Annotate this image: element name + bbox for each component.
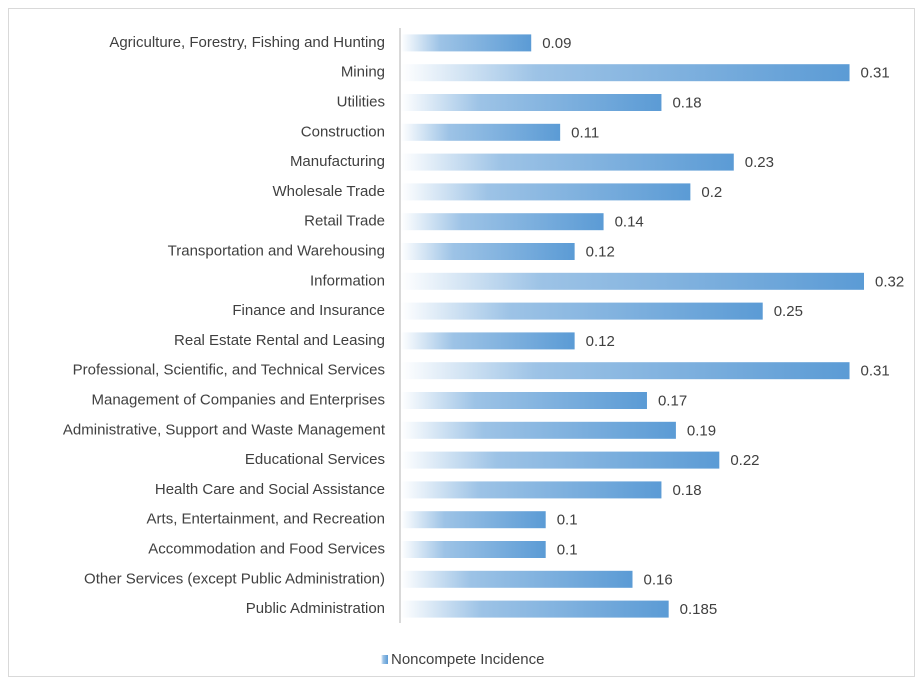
bar bbox=[401, 332, 575, 350]
y-tick-label: Administrative, Support and Waste Manage… bbox=[63, 421, 386, 438]
bar bbox=[401, 34, 532, 52]
data-label: 0.16 bbox=[644, 571, 673, 588]
y-tick-label: Finance and Insurance bbox=[232, 302, 385, 319]
data-label: 0.12 bbox=[586, 333, 615, 350]
data-label: 0.31 bbox=[861, 65, 890, 82]
data-label: 0.17 bbox=[658, 392, 687, 409]
y-tick-label: Utilities bbox=[337, 93, 385, 110]
y-tick-label: Manufacturing bbox=[290, 153, 385, 170]
data-label: 0.09 bbox=[542, 35, 571, 52]
bar bbox=[401, 600, 669, 618]
y-tick-label: Transportation and Warehousing bbox=[168, 242, 385, 259]
y-tick-label: Accommodation and Food Services bbox=[148, 540, 385, 557]
data-label: 0.12 bbox=[586, 243, 615, 260]
bar bbox=[401, 64, 850, 82]
data-label: 0.22 bbox=[730, 452, 759, 469]
y-tick-label: Information bbox=[310, 272, 385, 289]
data-label: 0.18 bbox=[672, 94, 701, 111]
data-label: 0.19 bbox=[687, 422, 716, 439]
legend-swatch bbox=[381, 655, 388, 664]
bar bbox=[401, 481, 662, 499]
data-label: 0.31 bbox=[861, 363, 890, 380]
bar bbox=[401, 213, 604, 231]
y-tick-label: Arts, Entertainment, and Recreation bbox=[147, 511, 385, 528]
bar bbox=[401, 511, 546, 529]
bar bbox=[401, 243, 575, 260]
y-tick-label: Professional, Scientific, and Technical … bbox=[73, 362, 385, 379]
bar bbox=[401, 362, 850, 380]
bar bbox=[401, 94, 662, 111]
bar bbox=[401, 421, 676, 439]
y-tick-label: Construction bbox=[301, 123, 385, 140]
data-label: 0.2 bbox=[701, 184, 722, 201]
data-label: 0.18 bbox=[672, 482, 701, 499]
legend-label: Noncompete Incidence bbox=[391, 651, 544, 668]
bar bbox=[401, 392, 647, 409]
y-tick-label: Wholesale Trade bbox=[272, 183, 385, 200]
data-label: 0.1 bbox=[557, 541, 578, 558]
y-tick-label: Public Administration bbox=[246, 600, 385, 617]
data-label: 0.23 bbox=[745, 154, 774, 171]
y-tick-label: Retail Trade bbox=[304, 213, 385, 230]
y-tick-label: Mining bbox=[341, 64, 385, 81]
y-tick-label: Management of Companies and Enterprises bbox=[92, 391, 386, 408]
y-tick-label: Real Estate Rental and Leasing bbox=[174, 332, 385, 349]
data-label: 0.185 bbox=[680, 601, 718, 618]
bar bbox=[401, 272, 864, 290]
data-label: 0.14 bbox=[615, 214, 644, 231]
y-tick-label: Agriculture, Forestry, Fishing and Hunti… bbox=[109, 34, 385, 51]
y-tick-label: Health Care and Social Assistance bbox=[155, 481, 385, 498]
bar bbox=[401, 570, 633, 588]
data-label: 0.1 bbox=[557, 512, 578, 529]
data-label: 0.25 bbox=[774, 303, 803, 320]
bar bbox=[401, 153, 734, 171]
bar bbox=[401, 302, 763, 320]
data-label: 0.32 bbox=[875, 273, 904, 290]
bar bbox=[401, 123, 561, 141]
bar bbox=[401, 451, 720, 469]
y-tick-label: Other Services (except Public Administra… bbox=[84, 570, 385, 587]
bar bbox=[401, 541, 546, 558]
y-tick-label: Educational Services bbox=[245, 451, 385, 468]
bar bbox=[401, 183, 691, 201]
data-label: 0.11 bbox=[571, 124, 599, 141]
